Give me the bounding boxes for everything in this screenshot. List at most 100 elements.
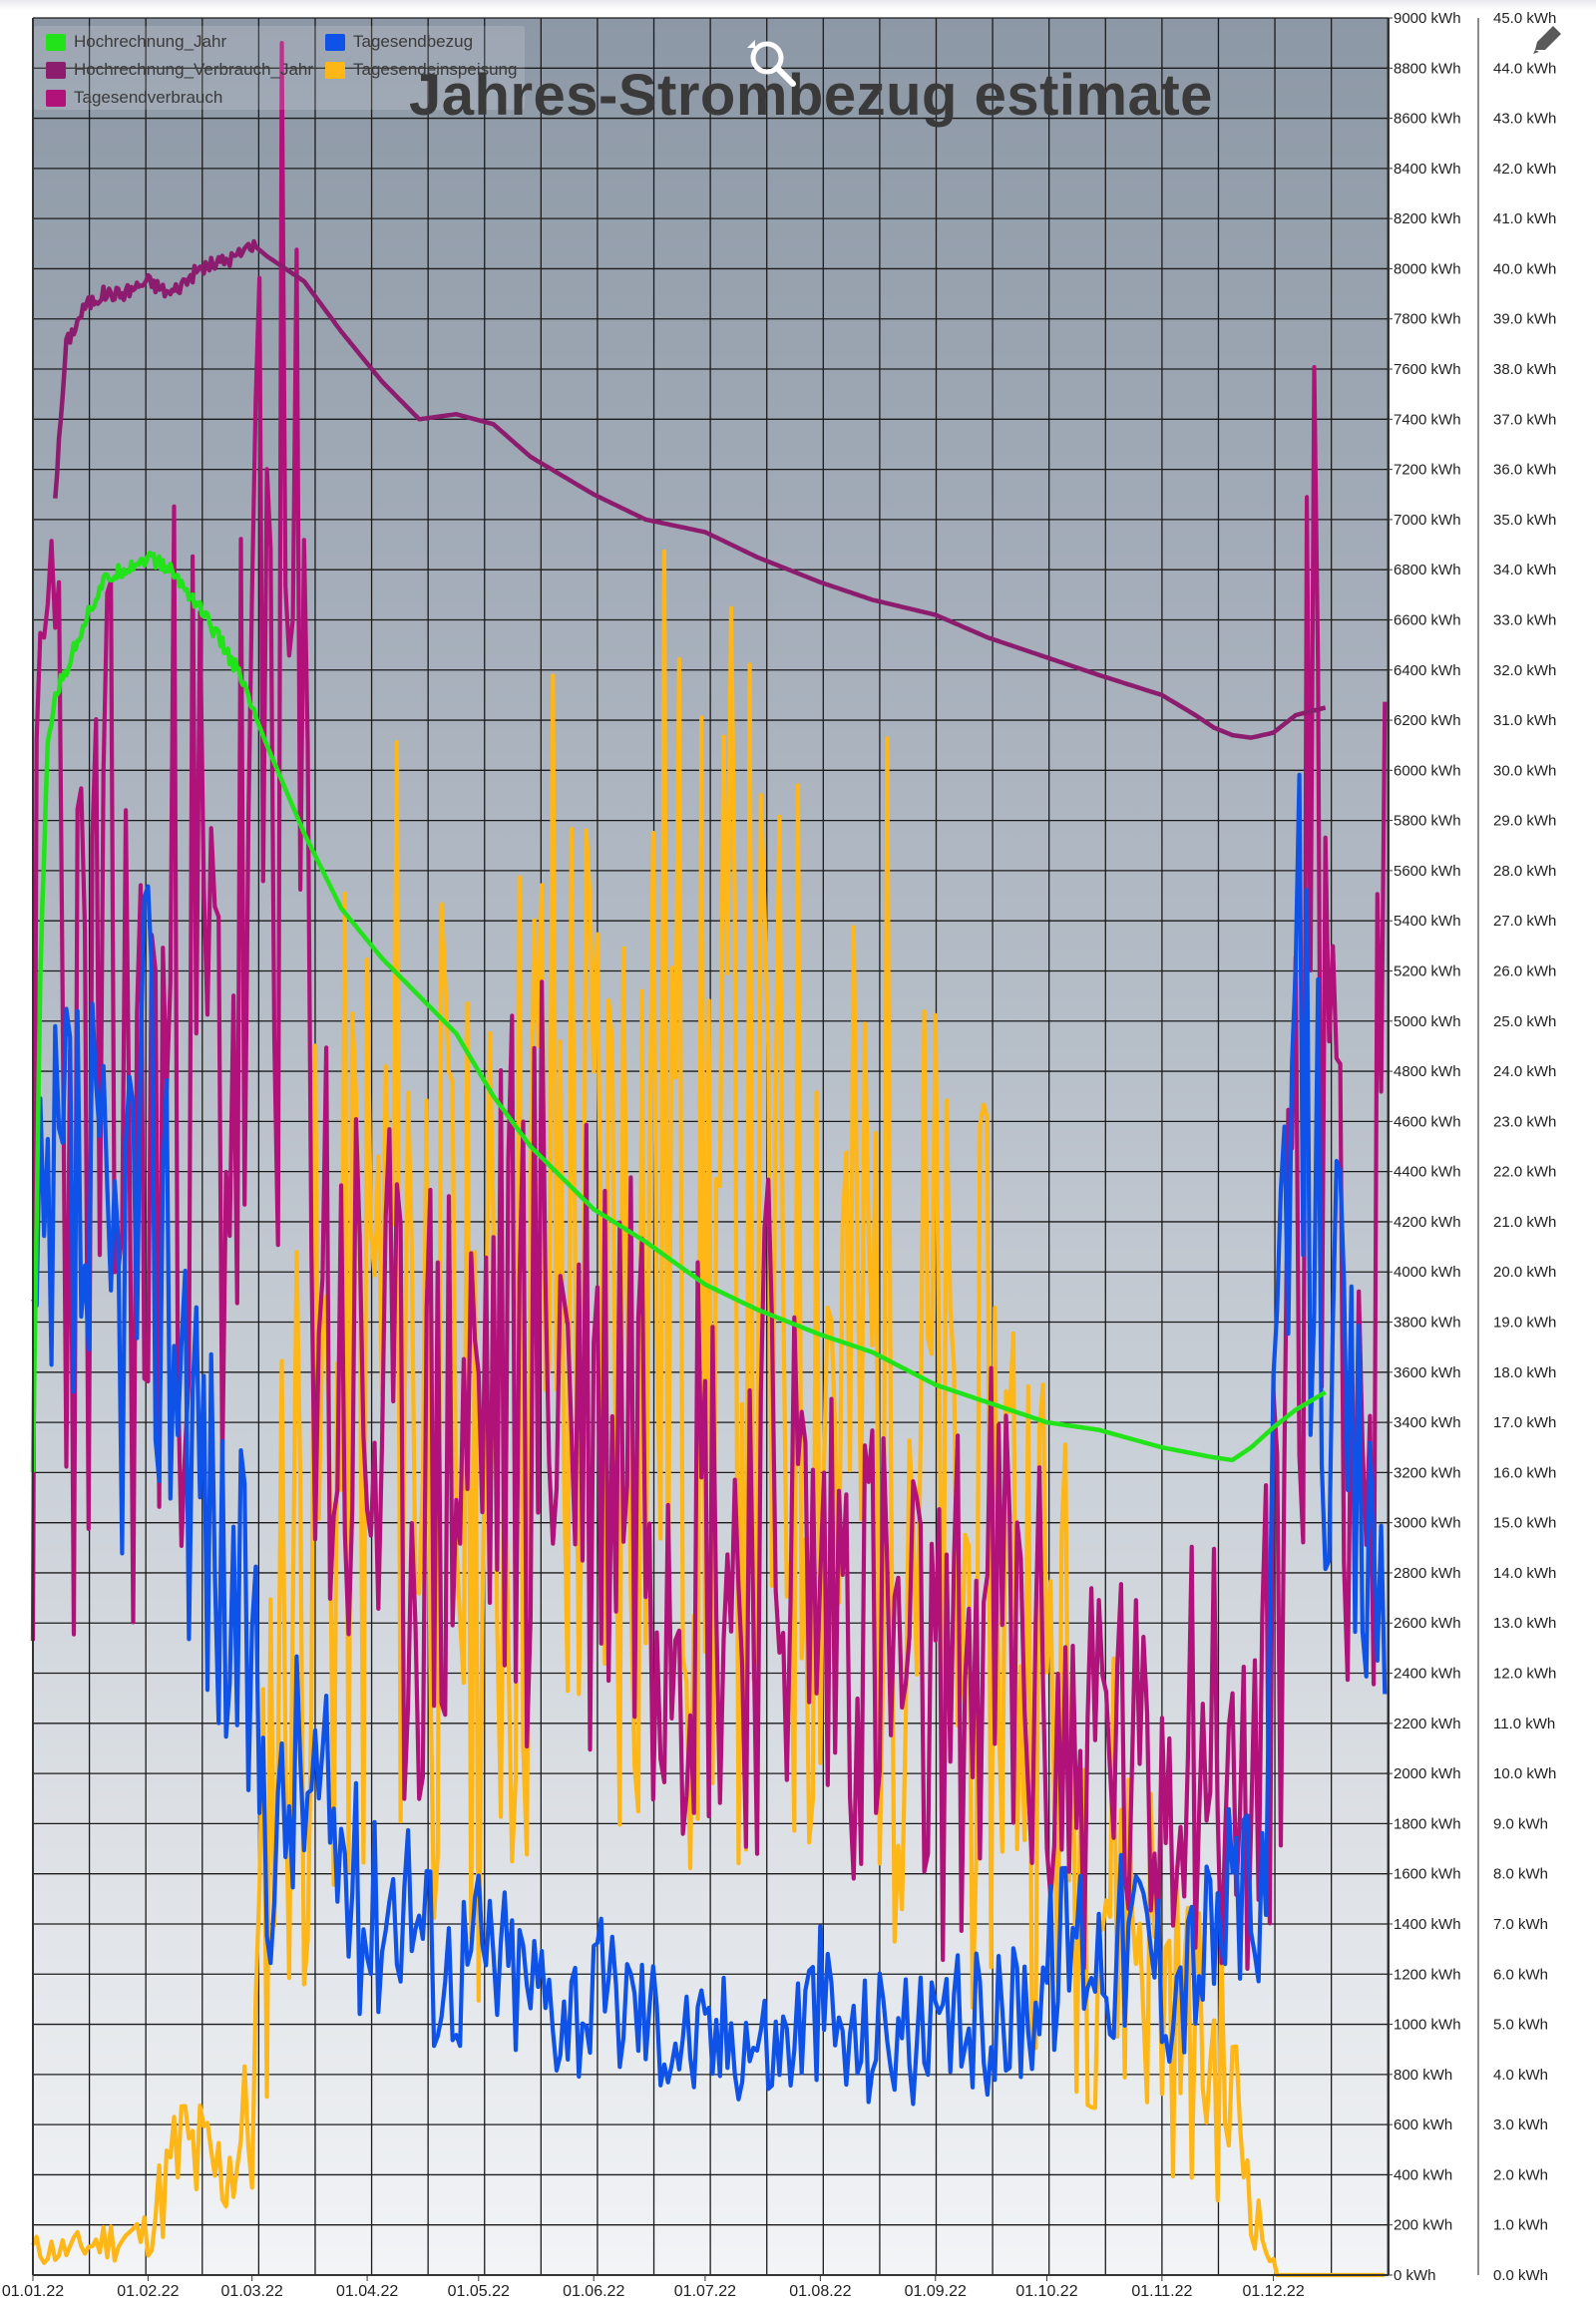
y-left-tick-label: 0 kWh	[1394, 2267, 1436, 2284]
legend-label: Tagesendbezug	[353, 32, 474, 51]
legend-item-hochrechnung-verbrauch-jahr[interactable]: Hochrechnung_Verbrauch_Jahr	[46, 60, 313, 80]
y-left-tick-label: 5000 kWh	[1394, 1013, 1461, 1030]
x-tick-label: 01.09.22	[905, 2283, 967, 2300]
x-tick-label: 01.07.22	[674, 2283, 736, 2300]
y-left-tick-label: 4000 kWh	[1394, 1264, 1461, 1281]
y-left-tick-label: 3600 kWh	[1394, 1364, 1461, 1381]
y-right-tick-label: 38.0 kWh	[1493, 361, 1556, 378]
y-left-tick-label: 1000 kWh	[1394, 2017, 1461, 2034]
series-line-hochrechnung_verbrauch_jahr	[53, 238, 1327, 740]
y-right-tick-label: 32.0 kWh	[1493, 662, 1556, 679]
x-tick-label: 01.11.22	[1131, 2283, 1192, 2300]
legend-item-tagesendbezug[interactable]: Tagesendbezug	[325, 32, 473, 52]
y-left-tick-label: 5800 kWh	[1394, 813, 1461, 830]
x-tick-label: 01.05.22	[448, 2283, 510, 2300]
y-left-tick-label: 2400 kWh	[1394, 1666, 1461, 1683]
y-right-tick-label: 34.0 kWh	[1493, 562, 1556, 578]
y-left-tick-label: 8000 kWh	[1394, 260, 1461, 277]
y-right-tick-label: 23.0 kWh	[1493, 1113, 1556, 1130]
y-right-tick-label: 25.0 kWh	[1493, 1013, 1556, 1030]
y-left-tick-label: 8800 kWh	[1394, 60, 1461, 77]
y-right-tick-label: 31.0 kWh	[1493, 712, 1556, 729]
y-left-tick-label: 6200 kWh	[1394, 712, 1461, 729]
y-right-tick-label: 21.0 kWh	[1493, 1214, 1556, 1231]
y-left-tick-label: 4400 kWh	[1394, 1164, 1461, 1181]
y-right-tick-label: 15.0 kWh	[1493, 1515, 1556, 1532]
y-left-tick-label: 3000 kWh	[1394, 1515, 1461, 1532]
y-left-tick-label: 600 kWh	[1394, 2116, 1452, 2133]
y-right-tick-label: 3.0 kWh	[1493, 2116, 1548, 2133]
y-right-tick-label: 7.0 kWh	[1493, 1916, 1548, 1933]
y-right-tick-label: 14.0 kWh	[1493, 1565, 1556, 1582]
legend-swatch	[46, 89, 66, 107]
x-tick-label: 01.01.22	[2, 2283, 64, 2300]
y-left-tick-label: 8200 kWh	[1394, 210, 1461, 227]
y-right-tick-label: 19.0 kWh	[1493, 1315, 1556, 1332]
legend-item-tagesendverbrauch[interactable]: Tagesendverbrauch	[46, 88, 222, 108]
y-left-tick-label: 3800 kWh	[1394, 1315, 1461, 1332]
y-right-tick-label: 18.0 kWh	[1493, 1364, 1556, 1381]
y-left-tick-label: 7600 kWh	[1394, 361, 1461, 378]
y-left-tick-label: 5400 kWh	[1394, 913, 1461, 930]
y-left-tick-label: 2600 kWh	[1394, 1615, 1461, 1632]
legend-label: Hochrechnung_Jahr	[74, 32, 227, 51]
y-left-tick-label: 400 kWh	[1394, 2166, 1452, 2183]
y-left-tick-label: 6000 kWh	[1394, 762, 1461, 779]
y-left-tick-label: 4200 kWh	[1394, 1214, 1461, 1231]
x-tick-label: 01.04.22	[336, 2283, 398, 2300]
y-right-tick-label: 6.0 kWh	[1493, 1966, 1548, 1983]
x-tick-label: 01.10.22	[1015, 2283, 1077, 2300]
y-right-tick-label: 13.0 kWh	[1493, 1615, 1556, 1632]
zoom-reset-icon[interactable]	[743, 36, 799, 92]
legend-item-hochrechnung-jahr[interactable]: Hochrechnung_Jahr	[46, 32, 226, 52]
x-tick-label: 01.12.22	[1242, 2283, 1304, 2300]
edit-pencil-icon[interactable]	[1529, 22, 1565, 58]
y-right-tick-label: 9.0 kWh	[1493, 1815, 1548, 1832]
y-right-tick-label: 36.0 kWh	[1493, 462, 1556, 479]
x-tick-label: 01.03.22	[221, 2283, 283, 2300]
y-right-tick-label: 22.0 kWh	[1493, 1164, 1556, 1181]
x-tick-label: 01.08.22	[789, 2283, 851, 2300]
x-tick-label: 01.02.22	[117, 2283, 179, 2300]
y-left-tick-label: 4600 kWh	[1394, 1113, 1461, 1130]
legend-swatch	[325, 33, 345, 51]
y-left-tick-label: 6600 kWh	[1394, 611, 1461, 628]
series-line-tagesendverbrauch	[30, 41, 1388, 1971]
y-right-tick-label: 24.0 kWh	[1493, 1063, 1556, 1080]
y-right-tick-label: 12.0 kWh	[1493, 1666, 1556, 1683]
y-right-tick-label: 33.0 kWh	[1493, 611, 1556, 628]
legend-item-tagesendeinspeisung[interactable]: Tagesendeinspeisung	[325, 60, 517, 80]
legend-label: Tagesendeinspeisung	[353, 60, 518, 79]
y-right-tick-label: 30.0 kWh	[1493, 762, 1556, 779]
y-right-tick-label: 11.0 kWh	[1493, 1716, 1555, 1732]
y-left-tick-label: 2200 kWh	[1394, 1716, 1461, 1732]
y-left-tick-label: 8600 kWh	[1394, 111, 1461, 128]
y-right-tick-label: 4.0 kWh	[1493, 2067, 1548, 2084]
legend-swatch	[46, 33, 66, 51]
legend: Hochrechnung_Jahr Tagesendbezug Hochrech…	[34, 26, 525, 110]
y-left-tick-label: 7000 kWh	[1394, 512, 1461, 529]
y-right-tick-label: 27.0 kWh	[1493, 913, 1556, 930]
legend-swatch	[325, 61, 345, 79]
y-right-tick-label: 20.0 kWh	[1493, 1264, 1556, 1281]
y-right-tick-label: 1.0 kWh	[1493, 2217, 1548, 2234]
legend-swatch	[46, 61, 66, 79]
y-left-tick-label: 3400 kWh	[1394, 1414, 1461, 1431]
y-right-tick-label: 45.0 kWh	[1493, 10, 1556, 27]
y-left-tick-label: 7800 kWh	[1394, 311, 1461, 328]
y-left-tick-label: 200 kWh	[1394, 2217, 1452, 2234]
y-left-tick-label: 5600 kWh	[1394, 863, 1461, 880]
y-right-tick-label: 5.0 kWh	[1493, 2017, 1548, 2034]
y-left-tick-label: 800 kWh	[1394, 2067, 1452, 2084]
y-left-tick-label: 1800 kWh	[1394, 1815, 1461, 1832]
y-right-tick-label: 39.0 kWh	[1493, 311, 1556, 328]
y-right-tick-label: 42.0 kWh	[1493, 161, 1556, 178]
y-right-tick-label: 29.0 kWh	[1493, 813, 1556, 830]
chart-title: Jahres-Strombezug estimate	[409, 63, 1213, 128]
legend-label: Tagesendverbrauch	[74, 88, 223, 107]
series-line-tagesendbezug	[31, 772, 1388, 2107]
axes: 0 kWh 0.0 kWh 200 kWh 1.0 kWh 400 kWh 2.0 kWh…	[2, 10, 1557, 2300]
y-right-tick-label: 37.0 kWh	[1493, 411, 1556, 428]
y-left-tick-label: 2000 kWh	[1394, 1765, 1461, 1782]
y-right-tick-label: 16.0 kWh	[1493, 1464, 1556, 1481]
